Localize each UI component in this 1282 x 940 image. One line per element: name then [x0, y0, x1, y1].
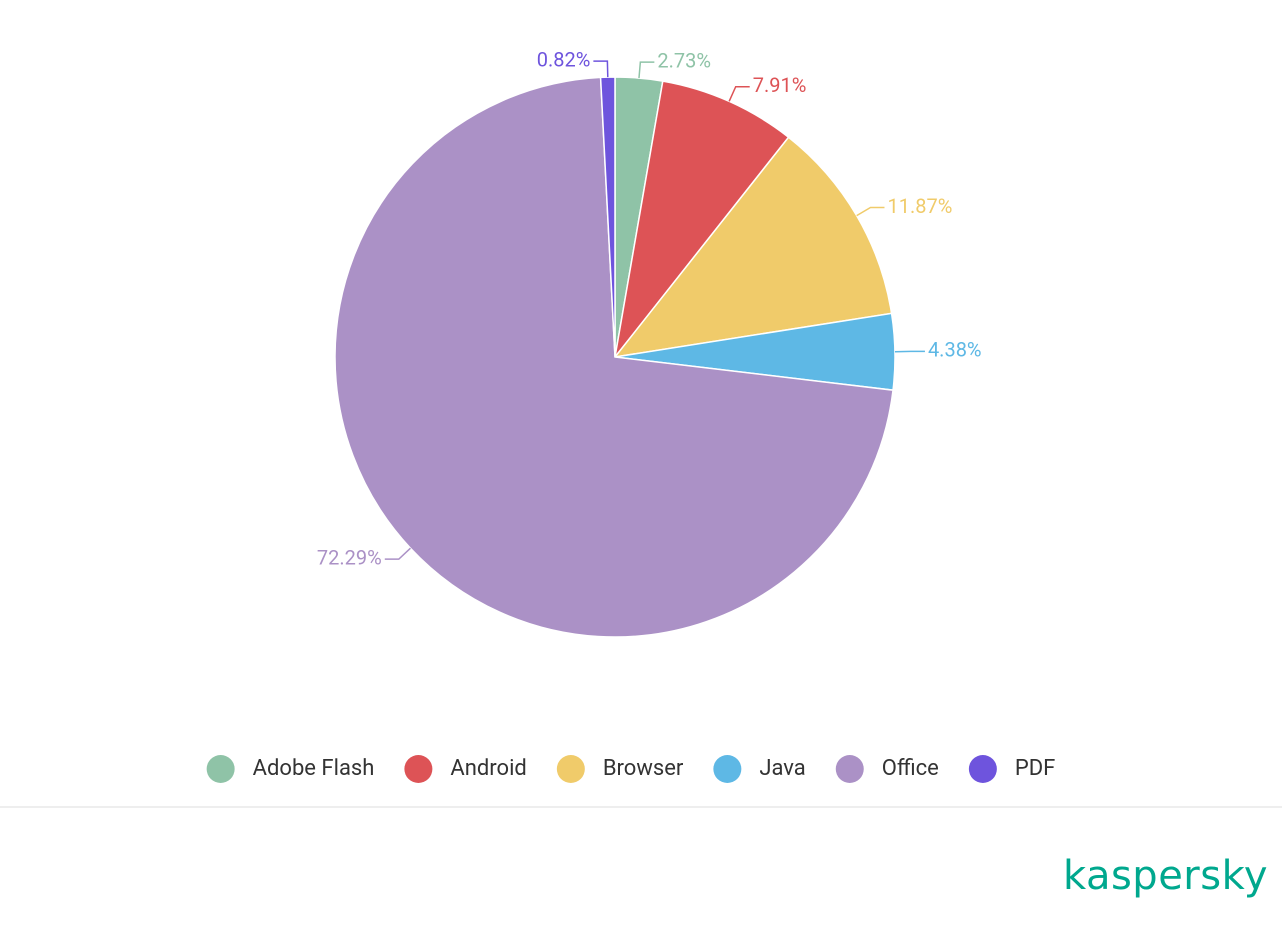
legend-swatch: [556, 755, 585, 783]
brand-logo: kaspersky: [1063, 853, 1268, 899]
value-label: 72.29%: [317, 545, 382, 569]
leader-line: [593, 60, 609, 78]
legend-swatch: [968, 755, 997, 783]
value-label: 2.73%: [657, 48, 711, 72]
legend-swatch: [835, 755, 864, 783]
legend-label: Java: [759, 756, 805, 781]
legend-label: Browser: [603, 756, 684, 781]
leader-line: [384, 547, 411, 560]
leader-line: [728, 85, 750, 102]
legend-label: Office: [882, 756, 939, 781]
value-label: 7.91%: [753, 73, 807, 97]
value-label: 0.82%: [537, 47, 591, 71]
legend-swatch: [404, 755, 433, 783]
legend-label: PDF: [1015, 756, 1055, 781]
value-label: 11.87%: [887, 194, 952, 218]
leader-line: [638, 61, 655, 79]
legend-label: Adobe Flash: [253, 756, 375, 781]
pie-slice: [613, 136, 893, 359]
legend-label: Android: [450, 756, 526, 781]
legend: Adobe Flash Android Browser Java Office PDF: [206, 755, 1055, 783]
pie-slice: [599, 76, 616, 358]
legend-swatch: [713, 755, 742, 783]
value-label: 4.38%: [928, 338, 982, 362]
leader-line: [856, 206, 885, 217]
pie-slice: [614, 80, 790, 358]
legend-swatch: [206, 755, 235, 783]
